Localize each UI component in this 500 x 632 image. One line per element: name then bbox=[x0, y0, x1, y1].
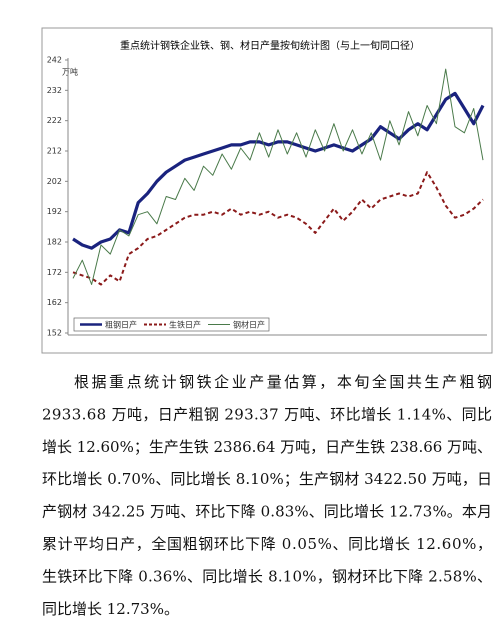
y-tick-label: 242 bbox=[47, 56, 62, 65]
legend-label: 粗钢日产 bbox=[105, 320, 137, 330]
chart-title: 重点统计钢铁企业铁、钢、材日产量按旬统计图（与上一旬同口径） bbox=[120, 39, 420, 52]
y-tick-label: 212 bbox=[47, 147, 62, 156]
y-tick-label: 232 bbox=[47, 86, 62, 95]
y-tick-label: 152 bbox=[47, 329, 62, 338]
paragraph-line: 2933.68 万吨，日产粗钢 293.37 万吨、环比增长 1.14%、同比 bbox=[42, 405, 492, 423]
series-line bbox=[72, 68, 484, 285]
y-tick-label: 202 bbox=[47, 177, 62, 186]
y-axis-label: 万吨 bbox=[62, 67, 78, 77]
paragraph-line: 环比增长 0.70%、同比增长 8.10%；生产钢材 3422.50 万吨，日 bbox=[42, 470, 492, 488]
series-line bbox=[72, 91, 485, 250]
legend-label: 钢材日产 bbox=[233, 320, 265, 330]
y-tick-label: 192 bbox=[47, 207, 62, 216]
legend bbox=[73, 317, 270, 332]
legend-label: 生铁日产 bbox=[169, 320, 201, 330]
y-tick-label: 172 bbox=[47, 268, 62, 277]
chart-frame bbox=[41, 27, 493, 354]
paragraph-line: 增长 12.60%；生产生铁 2386.64 万吨，日产生铁 238.66 万吨… bbox=[42, 438, 492, 456]
paragraph-line: 生铁环比下降 0.36%、同比增长 8.10%，钢材环比下降 2.58%、 bbox=[42, 567, 492, 585]
paragraph-line: 累计平均日产，全国粗钢环比下降 0.05%、同比增长 12.60%， bbox=[42, 535, 492, 553]
paragraph-line: 产钢材 342.25 万吨、环比下降 0.83%、同比增长 12.73%。本月 bbox=[42, 503, 492, 521]
paragraph-line: 同比增长 12.73%。 bbox=[42, 600, 179, 618]
series-line bbox=[72, 171, 484, 286]
y-tick-label: 182 bbox=[47, 238, 62, 247]
y-tick-label: 162 bbox=[47, 298, 62, 307]
paragraph-line: 根据重点统计钢铁企业产量估算，本旬全国共生产粗钢 bbox=[74, 373, 492, 391]
y-tick-label: 222 bbox=[47, 116, 62, 125]
